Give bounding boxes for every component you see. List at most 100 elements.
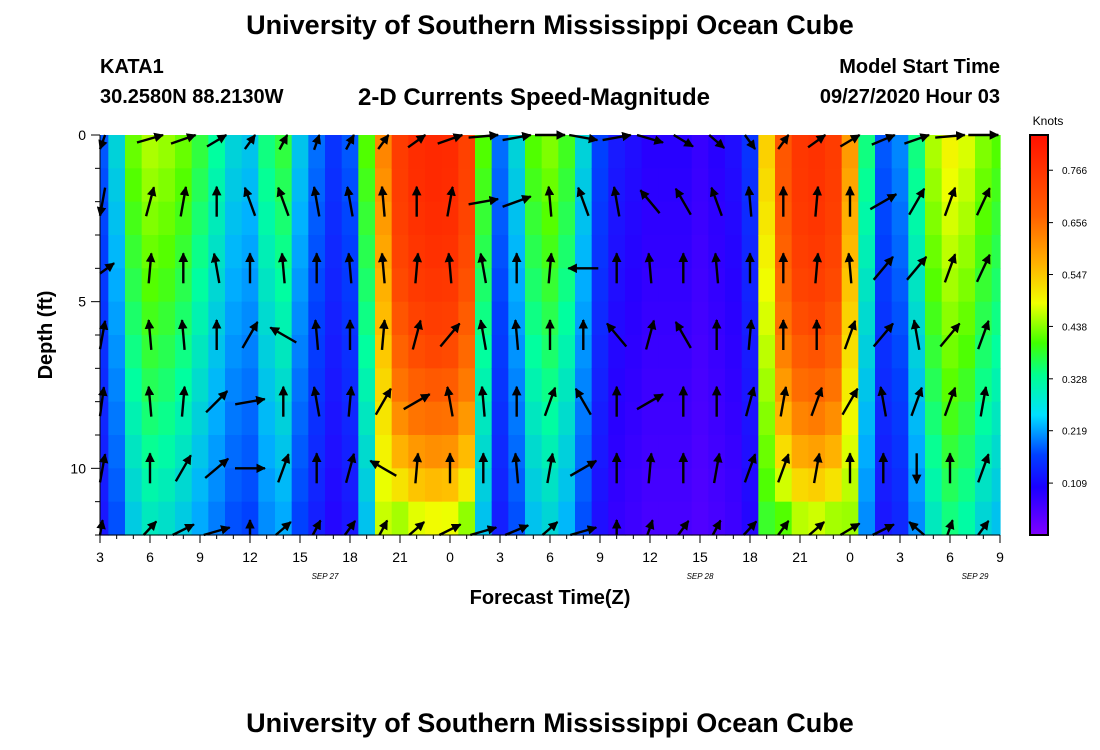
heatmap-cell [675,301,693,336]
current-vector [839,522,861,537]
heatmap-cell [425,401,443,436]
current-vector [411,319,423,350]
heatmap-cell [925,301,943,336]
heatmap-cell [925,201,943,236]
heatmap-cell [908,135,926,169]
current-vector [636,393,664,411]
heatmap-cell [625,268,643,303]
heatmap-cell [191,335,209,369]
heatmap-cell [358,368,376,403]
current-vector [569,459,598,477]
heatmap-cell [158,401,176,436]
heatmap-cell [858,401,876,436]
heatmap-cell [125,201,143,236]
heatmap-cell [291,468,309,503]
heatmap-cell [141,201,159,236]
heatmap-cell [191,401,209,436]
current-vector [344,252,355,284]
x-tick-label: 12 [642,549,658,565]
heatmap-cell [725,135,743,169]
heatmap-cell [758,268,776,303]
heatmap-cell [158,335,176,369]
heatmap-cell [208,335,226,369]
heatmap-cell [458,168,476,203]
current-vector [504,524,530,537]
heatmap-cell [425,335,443,369]
current-vector [407,134,427,149]
current-vector [777,134,790,150]
heatmap-cell [725,235,743,269]
heatmap-cell [425,435,443,469]
heatmap-cell [341,468,359,503]
heatmap-cell [291,201,309,236]
heatmap-cell [891,401,909,436]
heatmap-cell [225,235,243,269]
current-vector [502,194,532,208]
station-id: KATA1 [100,56,164,78]
heatmap-cell [341,335,359,369]
heatmap-cell [458,335,476,369]
heatmap-cell [658,301,676,336]
heatmap-cell [141,268,159,303]
heatmap-cell [808,201,826,236]
heatmap-cell [758,401,776,436]
heatmap-cell [475,201,493,236]
heatmap-cell [275,201,293,236]
heatmap-cell [891,235,909,269]
y-axis-label: Depth (ft) [35,291,57,380]
heatmap-cell [941,468,959,503]
heatmap-cell [341,401,359,436]
heatmap-cell [941,401,959,436]
heatmap-cell [558,368,576,403]
heatmap-cell [491,201,509,236]
current-vector [172,523,195,537]
heatmap-cell [841,301,859,336]
heatmap-cell [875,468,893,503]
heatmap-cell [441,401,459,436]
heatmap-cell [758,235,776,269]
heatmap-cell [925,335,943,369]
heatmap-cell [925,268,943,303]
heatmap-cell [925,401,943,436]
heatmap-cell [458,268,476,303]
heatmap-cell [941,201,959,236]
x-tick-label: 18 [742,549,758,565]
heatmap-cell [291,135,309,169]
heatmap-cell [775,268,793,303]
heatmap-cell [491,435,509,469]
heatmap-cell [975,168,993,203]
heatmap-cell [291,235,309,269]
heatmap-cell [991,168,1001,203]
heatmap-cell [225,135,243,169]
current-vector [844,252,855,284]
heatmap-cell [825,435,843,469]
heatmap-cell [891,335,909,369]
heatmap-cell [525,368,543,403]
heatmap-cell [741,435,759,469]
heatmap-cell [125,235,143,269]
heatmap-cell [658,435,676,469]
heatmap-cell [758,468,776,503]
heatmap-cell [558,235,576,269]
heatmap-cell [591,335,609,369]
heatmap-cell [741,501,759,536]
heatmap-cell [875,201,893,236]
current-vector [437,133,464,145]
current-vector [812,252,823,284]
current-vector [569,525,598,537]
heatmap-cell [608,135,626,169]
heatmap-cell [625,401,643,436]
current-vector [869,193,898,211]
heatmap-cell [925,235,943,269]
current-vector [877,385,888,417]
heatmap-cell [508,468,526,503]
heatmap-cell [125,168,143,203]
current-vector [545,252,556,284]
heatmap-cell [808,501,826,536]
heatmap-cell [375,368,393,403]
heatmap-cell [291,335,309,369]
heatmap-cell [958,201,976,236]
heatmap-cell [625,468,643,503]
heatmap-cell [808,368,826,403]
heatmap-cell [225,201,243,236]
